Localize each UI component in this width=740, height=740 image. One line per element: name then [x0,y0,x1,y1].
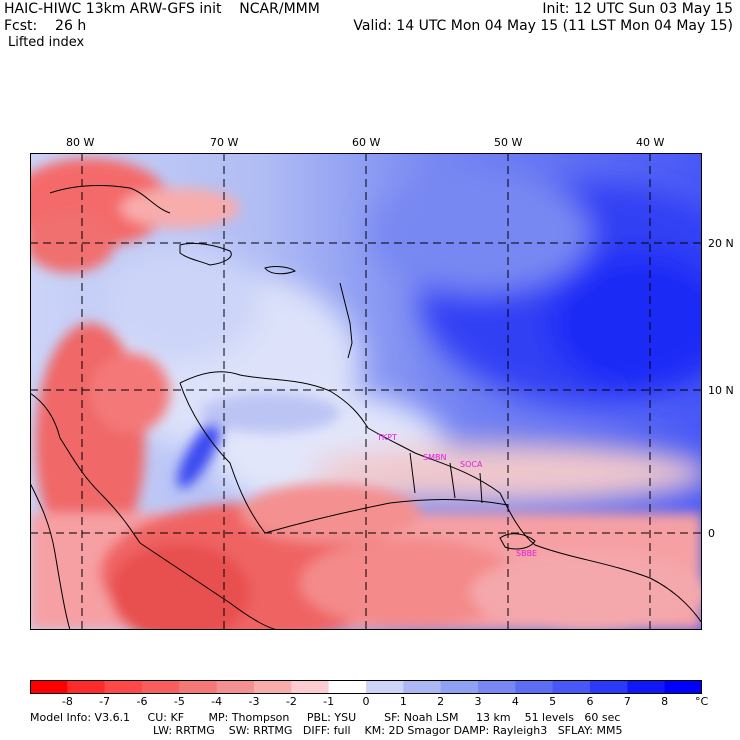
colorbar-cell [664,680,702,694]
colorbar-tick-label: 8 [661,695,669,708]
colorbar-cell [254,680,292,694]
border-colombia-venezuela [179,382,266,534]
colorbar-cell [30,680,68,694]
colorbar-tick-label: 6 [586,695,594,708]
coastline-south-america [179,371,702,624]
colorbar-tick-label: -2 [285,695,297,708]
colorbar-cell [403,680,442,694]
colorbar-cell [179,680,218,694]
coastline-central-america [30,392,141,544]
forecast-hour: Fcst: 26 h [4,18,87,34]
colorbar-tick-label: 5 [549,695,557,708]
lifted-index-map: TKPT SMBN SOCA SBBE [30,153,702,630]
lon-label-50w: 50 W [494,136,523,149]
station-smbn: SMBN [423,453,446,462]
colorbar-tick-label: -5 [173,695,185,708]
colorbar-unit: °C [695,695,709,708]
colorbar-tick-label: 4 [511,695,519,708]
border-guianas [409,452,483,504]
lon-label-80w: 80 W [66,136,95,149]
colorbar-tick-label: -8 [61,695,73,708]
coastline-amazon-delta [499,533,536,550]
colorbar-tick-label: 0 [362,695,370,708]
coastline-cuba [49,185,171,214]
lat-label-0: 0 [708,527,715,540]
field-name: Lifted index [8,35,85,50]
colorbar-cell [552,680,591,694]
lat-label-20n: 20 N [708,237,734,250]
colorbar-cell [291,680,330,694]
colorbar-cell [67,680,106,694]
colorbar-cell [478,680,516,694]
station-soca: SOCA [460,460,483,469]
model-info-line2: LW: RRTMG SW: RRTMG DIFF: full KM: 2D Sm… [153,724,623,737]
border-peru [139,542,281,630]
station-tkpt: TKPT [376,433,397,442]
colorbar-tick-label: -6 [136,695,148,708]
init-time: Init: 12 UTC Sun 03 May 15 [542,1,733,17]
station-sbbe: SBBE [516,549,537,558]
lon-label-60w: 60 W [352,136,381,149]
coastline-antilles [339,282,353,359]
colorbar-tick-label: -4 [211,695,223,708]
colorbar-cell [142,680,180,694]
colorbar-tick-label: -1 [323,695,335,708]
colorbar-cell [366,680,404,694]
colorbar-tick-label: 1 [399,695,407,708]
coastline-puerto-rico [264,266,296,275]
valid-time: Valid: 14 UTC Mon 04 May 15 (11 LST Mon … [353,18,733,34]
colorbar-tick-label: 3 [474,695,482,708]
coastline-pacific [30,482,71,630]
colorbar-cell [440,680,479,694]
border-brazil [264,498,509,534]
colorbar-tick-label: 7 [623,695,631,708]
colorbar [30,680,702,694]
colorbar-cell [590,680,628,694]
colorbar-cell [328,680,367,694]
lon-label-40w: 40 W [636,136,665,149]
coastline-hispaniola [179,242,232,266]
colorbar-cell [216,680,255,694]
lat-label-10n: 10 N [708,384,734,397]
colorbar-cell [515,680,554,694]
model-title: HAIC-HIWC 13km ARW-GFS init NCAR/MMM [4,1,320,17]
colorbar-cell [104,680,143,694]
model-info-line1: Model Info: V3.6.1 CU: KF MP: Thompson P… [30,711,621,724]
colorbar-cell [627,680,666,694]
lon-label-70w: 70 W [210,136,239,149]
colorbar-tick-label: -3 [248,695,260,708]
colorbar-tick-label: 2 [437,695,445,708]
colorbar-tick-label: -7 [99,695,111,708]
